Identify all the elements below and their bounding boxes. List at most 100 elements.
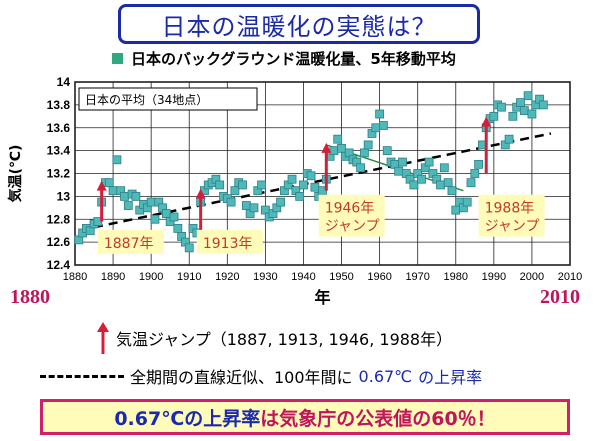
conclusion-part2: は気象庁の公表値の60％！ [260,407,496,430]
data-point [184,243,194,253]
jump-label: 1946年 [325,201,375,217]
data-point [466,178,476,188]
x-tick-label: 2010 [558,271,582,283]
data-point [462,197,472,207]
data-point [474,159,484,169]
data-point [497,102,506,112]
jump-label-box [97,229,164,254]
data-point [150,214,160,224]
jump-label: ジャンプ [485,219,540,235]
data-point [436,180,445,190]
data-point [371,123,381,133]
data-point [356,163,365,173]
data-point [108,186,118,196]
trend-note-suffix: の上昇率 [418,368,483,387]
jump-label: ジャンプ [325,219,380,235]
trend-note-prefix: 全期間の直線近似、100年間に [130,368,353,387]
data-point [523,91,533,101]
x-tick-label: 1930 [253,271,277,283]
data-point [443,178,453,188]
data-point [508,111,518,121]
data-point [489,111,499,121]
y-axis-label: 気温(℃) [7,145,24,203]
trend-note-value: 0.67℃ [358,366,413,386]
data-point [417,174,426,184]
y-tick-label: 13.6 [47,121,71,135]
legend: 日本のバックグラウンド温暖化量、5年移動平均 [112,48,456,69]
year-start-label: 1880 [10,286,50,308]
data-point [329,146,339,156]
y-tick-label: 13 [57,189,71,203]
y-tick-label: 12.4 [47,258,71,272]
data-point [337,143,346,153]
up-arrow-icon [97,322,109,354]
jump-arrowhead [481,116,492,127]
data-point [439,163,449,173]
jump-label: 1988年 [485,201,535,217]
inset-label: 日本の平均（34地点） [85,93,208,107]
dashed-line-icon [40,374,124,378]
data-point [287,174,297,184]
jump-label: 1913年 [203,236,253,252]
data-point [249,203,259,213]
conclusion-box: 0.67℃の上昇率 は気象庁の公表値の60％！ [40,399,570,435]
data-point [394,166,404,176]
jump-arrowhead [96,180,107,191]
page-title: 日本の温暖化の実態は？ [118,4,480,44]
data-point [379,121,388,130]
data-point [173,223,183,233]
x-tick-label: 1880 [63,271,87,283]
year-end-label: 2010 [540,286,580,308]
legend-text: 日本のバックグラウンド温暖化量、5年移動平均 [131,50,456,68]
x-tick-label: 1990 [482,271,506,283]
y-tick-label: 13.8 [47,98,71,112]
data-point [241,201,251,210]
data-point [238,180,247,190]
x-tick-label: 1970 [405,271,429,283]
jump-label: 1887年 [104,236,154,252]
jump-note: 気温ジャンプ（1887, 1913, 1946, 1988年） [96,322,452,354]
inset-label-box [78,87,258,111]
x-tick-label: 1950 [329,271,353,283]
data-point [306,171,316,181]
data-point [519,106,529,115]
data-point [398,157,407,167]
data-point [169,212,179,222]
x-tick-label: 2000 [520,271,544,283]
y-tick-label: 12.6 [47,235,71,249]
y-tick-label: 12.8 [47,212,71,226]
data-point [516,98,525,107]
data-point [299,180,308,190]
x-tick-label: 1900 [139,271,163,283]
x-tick-label: 1920 [215,271,239,283]
data-point [104,178,114,188]
trend-note: 全期間の直線近似、100年間に 0.67℃ の上昇率 [40,364,482,388]
temperature-chart: 1880 1890 1900 1910 1920 1930 1940 1950 1960 1970… [7,75,582,307]
data-point [123,201,133,210]
data-point [424,157,434,167]
data-point [226,197,236,207]
x-tick-label: 1960 [367,271,391,283]
data-point [230,186,240,196]
data-point [527,109,537,119]
data-point [504,134,514,144]
data-point [161,209,171,218]
y-tick-label: 13.2 [47,167,71,181]
data-point [257,180,266,190]
data-point [359,148,369,158]
data-point [146,197,156,207]
y-tick-label: 13.4 [47,144,71,158]
jump-label-box [196,229,263,254]
data-point [409,180,419,190]
jump-label-box [478,194,545,237]
data-point [310,182,320,192]
x-tick-label: 1890 [101,271,125,283]
legend-marker-icon [112,53,123,64]
x-tick-label: 1910 [177,271,201,283]
data-point [215,180,225,190]
data-point [447,186,457,196]
data-point [375,109,385,119]
data-point [131,191,141,201]
x-tick-label: 1940 [291,271,315,283]
data-point [382,146,392,156]
